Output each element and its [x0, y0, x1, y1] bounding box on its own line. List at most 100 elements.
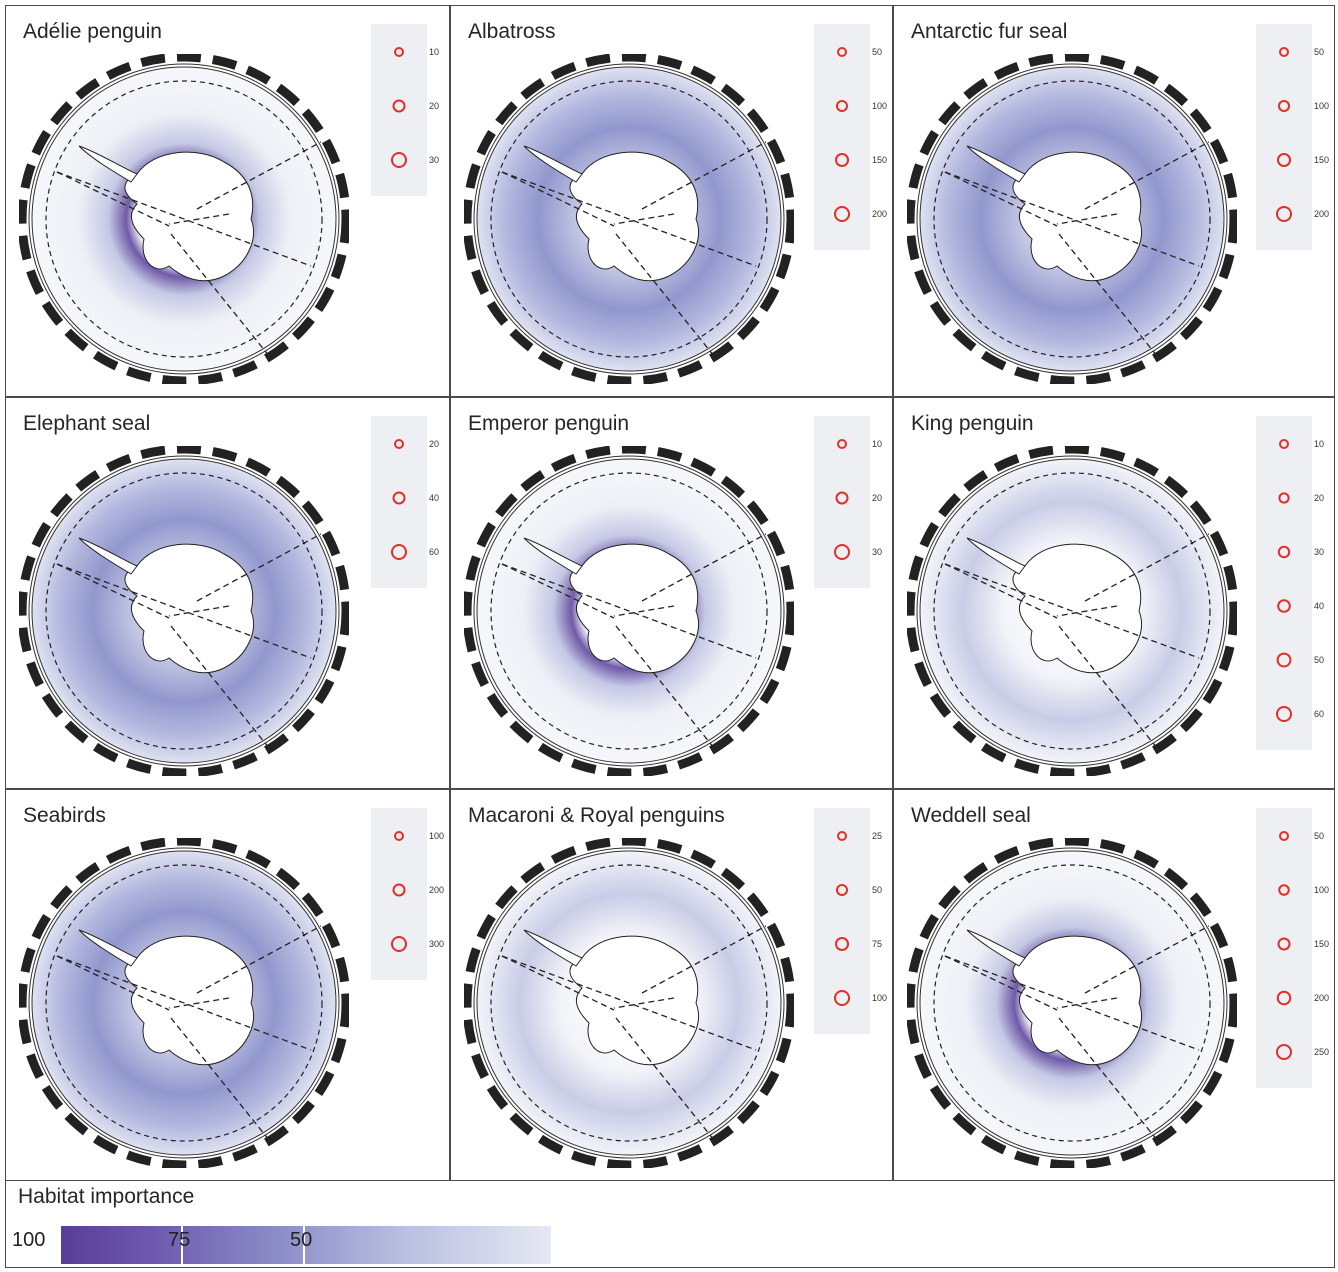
legend-item: 100 [814, 984, 887, 1014]
legend-value: 100 [1314, 885, 1330, 895]
legend-value: 20 [429, 439, 440, 449]
legend-value: 75 [872, 939, 883, 949]
legend-item: 100 [1256, 876, 1329, 906]
legend-value: 60 [1314, 709, 1325, 719]
habitat-importance-scale: Habitat importance 100 75 50 [5, 1180, 1335, 1268]
legend-circle-icon [1276, 706, 1292, 722]
legend-item: 50 [1256, 822, 1324, 852]
polar-map [907, 54, 1237, 384]
size-legend: 20 40 60 [371, 416, 439, 588]
map-grid: Adélie penguin 10 20 30 Albatross 50 100 150 200… [5, 5, 1335, 1268]
legend-item: 100 [814, 92, 887, 122]
legend-value: 60 [429, 547, 440, 557]
legend-item: 200 [371, 876, 444, 906]
legend-circle-icon [392, 99, 406, 113]
panel-title: Adélie penguin [23, 20, 162, 43]
size-legend: 25 50 75 100 [814, 808, 887, 1034]
legend-circle-icon [835, 153, 849, 167]
legend-item: 100 [371, 822, 444, 852]
species-panel: Albatross 50 100 150 200 [450, 5, 893, 397]
scale-title: Habitat importance [18, 1185, 195, 1208]
antarctic-peninsula [78, 537, 138, 575]
legend-value: 100 [1314, 101, 1330, 111]
legend-value: 10 [872, 439, 883, 449]
legend-value: 300 [429, 939, 445, 949]
graticule-ring [464, 446, 794, 776]
polar-map [19, 54, 349, 384]
legend-circle-icon [1277, 153, 1291, 167]
legend-value: 20 [429, 101, 440, 111]
legend-item: 50 [814, 876, 882, 906]
legend-circle-icon [394, 439, 404, 449]
legend-item: 20 [371, 430, 439, 460]
antarctica-landmass [1012, 151, 1142, 282]
graticule-ring [19, 838, 349, 1168]
legend-item: 250 [1256, 1038, 1329, 1068]
antarctic-peninsula [966, 145, 1026, 183]
graticule-ring [19, 446, 349, 776]
legend-item: 30 [1256, 538, 1324, 568]
legend-value: 50 [1314, 831, 1325, 841]
legend-item: 50 [1256, 646, 1324, 676]
antarctica-landmass [1012, 543, 1142, 674]
legend-item: 30 [371, 146, 439, 176]
antarctic-peninsula [78, 929, 138, 967]
antarctica-landmass [569, 935, 699, 1066]
legend-item: 200 [1256, 200, 1329, 230]
panel-title: Emperor penguin [468, 412, 630, 435]
legend-value: 10 [429, 47, 440, 57]
size-legend: 10 20 30 [814, 416, 882, 588]
scale-label-75: 75 [168, 1229, 191, 1251]
antarctica-landmass [1012, 935, 1142, 1066]
legend-item: 50 [814, 38, 882, 68]
legend-value: 30 [429, 155, 440, 165]
antarctica-landmass [569, 543, 699, 674]
legend-circle-icon [837, 439, 847, 449]
legend-value: 50 [872, 885, 883, 895]
legend-value: 30 [1314, 547, 1325, 557]
legend-value: 40 [1314, 601, 1325, 611]
legend-item: 30 [814, 538, 882, 568]
panel-title: Antarctic fur seal [911, 20, 1068, 43]
tick-line-75 [181, 1226, 183, 1264]
legend-circle-icon [836, 884, 848, 896]
species-panel: Macaroni & Royal penguins 25 50 75 100 [450, 789, 893, 1181]
antarctica-landmass [569, 151, 699, 282]
legend-circle-icon [834, 206, 850, 222]
legend-item: 20 [814, 484, 882, 514]
antarctica-landmass [124, 151, 254, 282]
legend-circle-icon [391, 936, 407, 952]
antarctic-peninsula [523, 537, 583, 575]
scale-label-100: 100 [12, 1229, 46, 1251]
panel-title: Macaroni & Royal penguins [468, 804, 725, 827]
polar-map [907, 446, 1237, 776]
antarctic-peninsula [966, 537, 1026, 575]
graticule-ring [907, 54, 1237, 384]
scale-label-50: 50 [290, 1229, 313, 1251]
panel-title: Elephant seal [23, 412, 151, 435]
legend-item: 100 [1256, 92, 1329, 122]
legend-item: 40 [371, 484, 439, 514]
legend-circle-icon [1276, 652, 1292, 668]
panel-title: Albatross [468, 20, 556, 43]
legend-value: 150 [1314, 939, 1330, 949]
antarctic-peninsula [966, 929, 1026, 967]
legend-value: 200 [429, 885, 445, 895]
size-legend: 50 100 150 200 250 [1256, 808, 1329, 1088]
legend-circle-icon [837, 831, 847, 841]
antarctica-landmass [124, 935, 254, 1066]
legend-item: 200 [1256, 984, 1329, 1014]
legend-circle-icon [394, 831, 404, 841]
legend-item: 200 [814, 200, 887, 230]
legend-value: 50 [1314, 655, 1325, 665]
legend-circle-icon [391, 544, 407, 560]
legend-circle-icon [1276, 206, 1292, 222]
legend-value: 50 [872, 47, 883, 57]
legend-item: 150 [814, 146, 887, 176]
legend-circle-icon [836, 100, 848, 112]
antarctic-peninsula [523, 145, 583, 183]
legend-circle-icon [835, 937, 849, 951]
species-panel: Seabirds 100 200 300 [5, 789, 450, 1181]
legend-item: 10 [371, 38, 439, 68]
legend-value: 200 [1314, 209, 1330, 219]
